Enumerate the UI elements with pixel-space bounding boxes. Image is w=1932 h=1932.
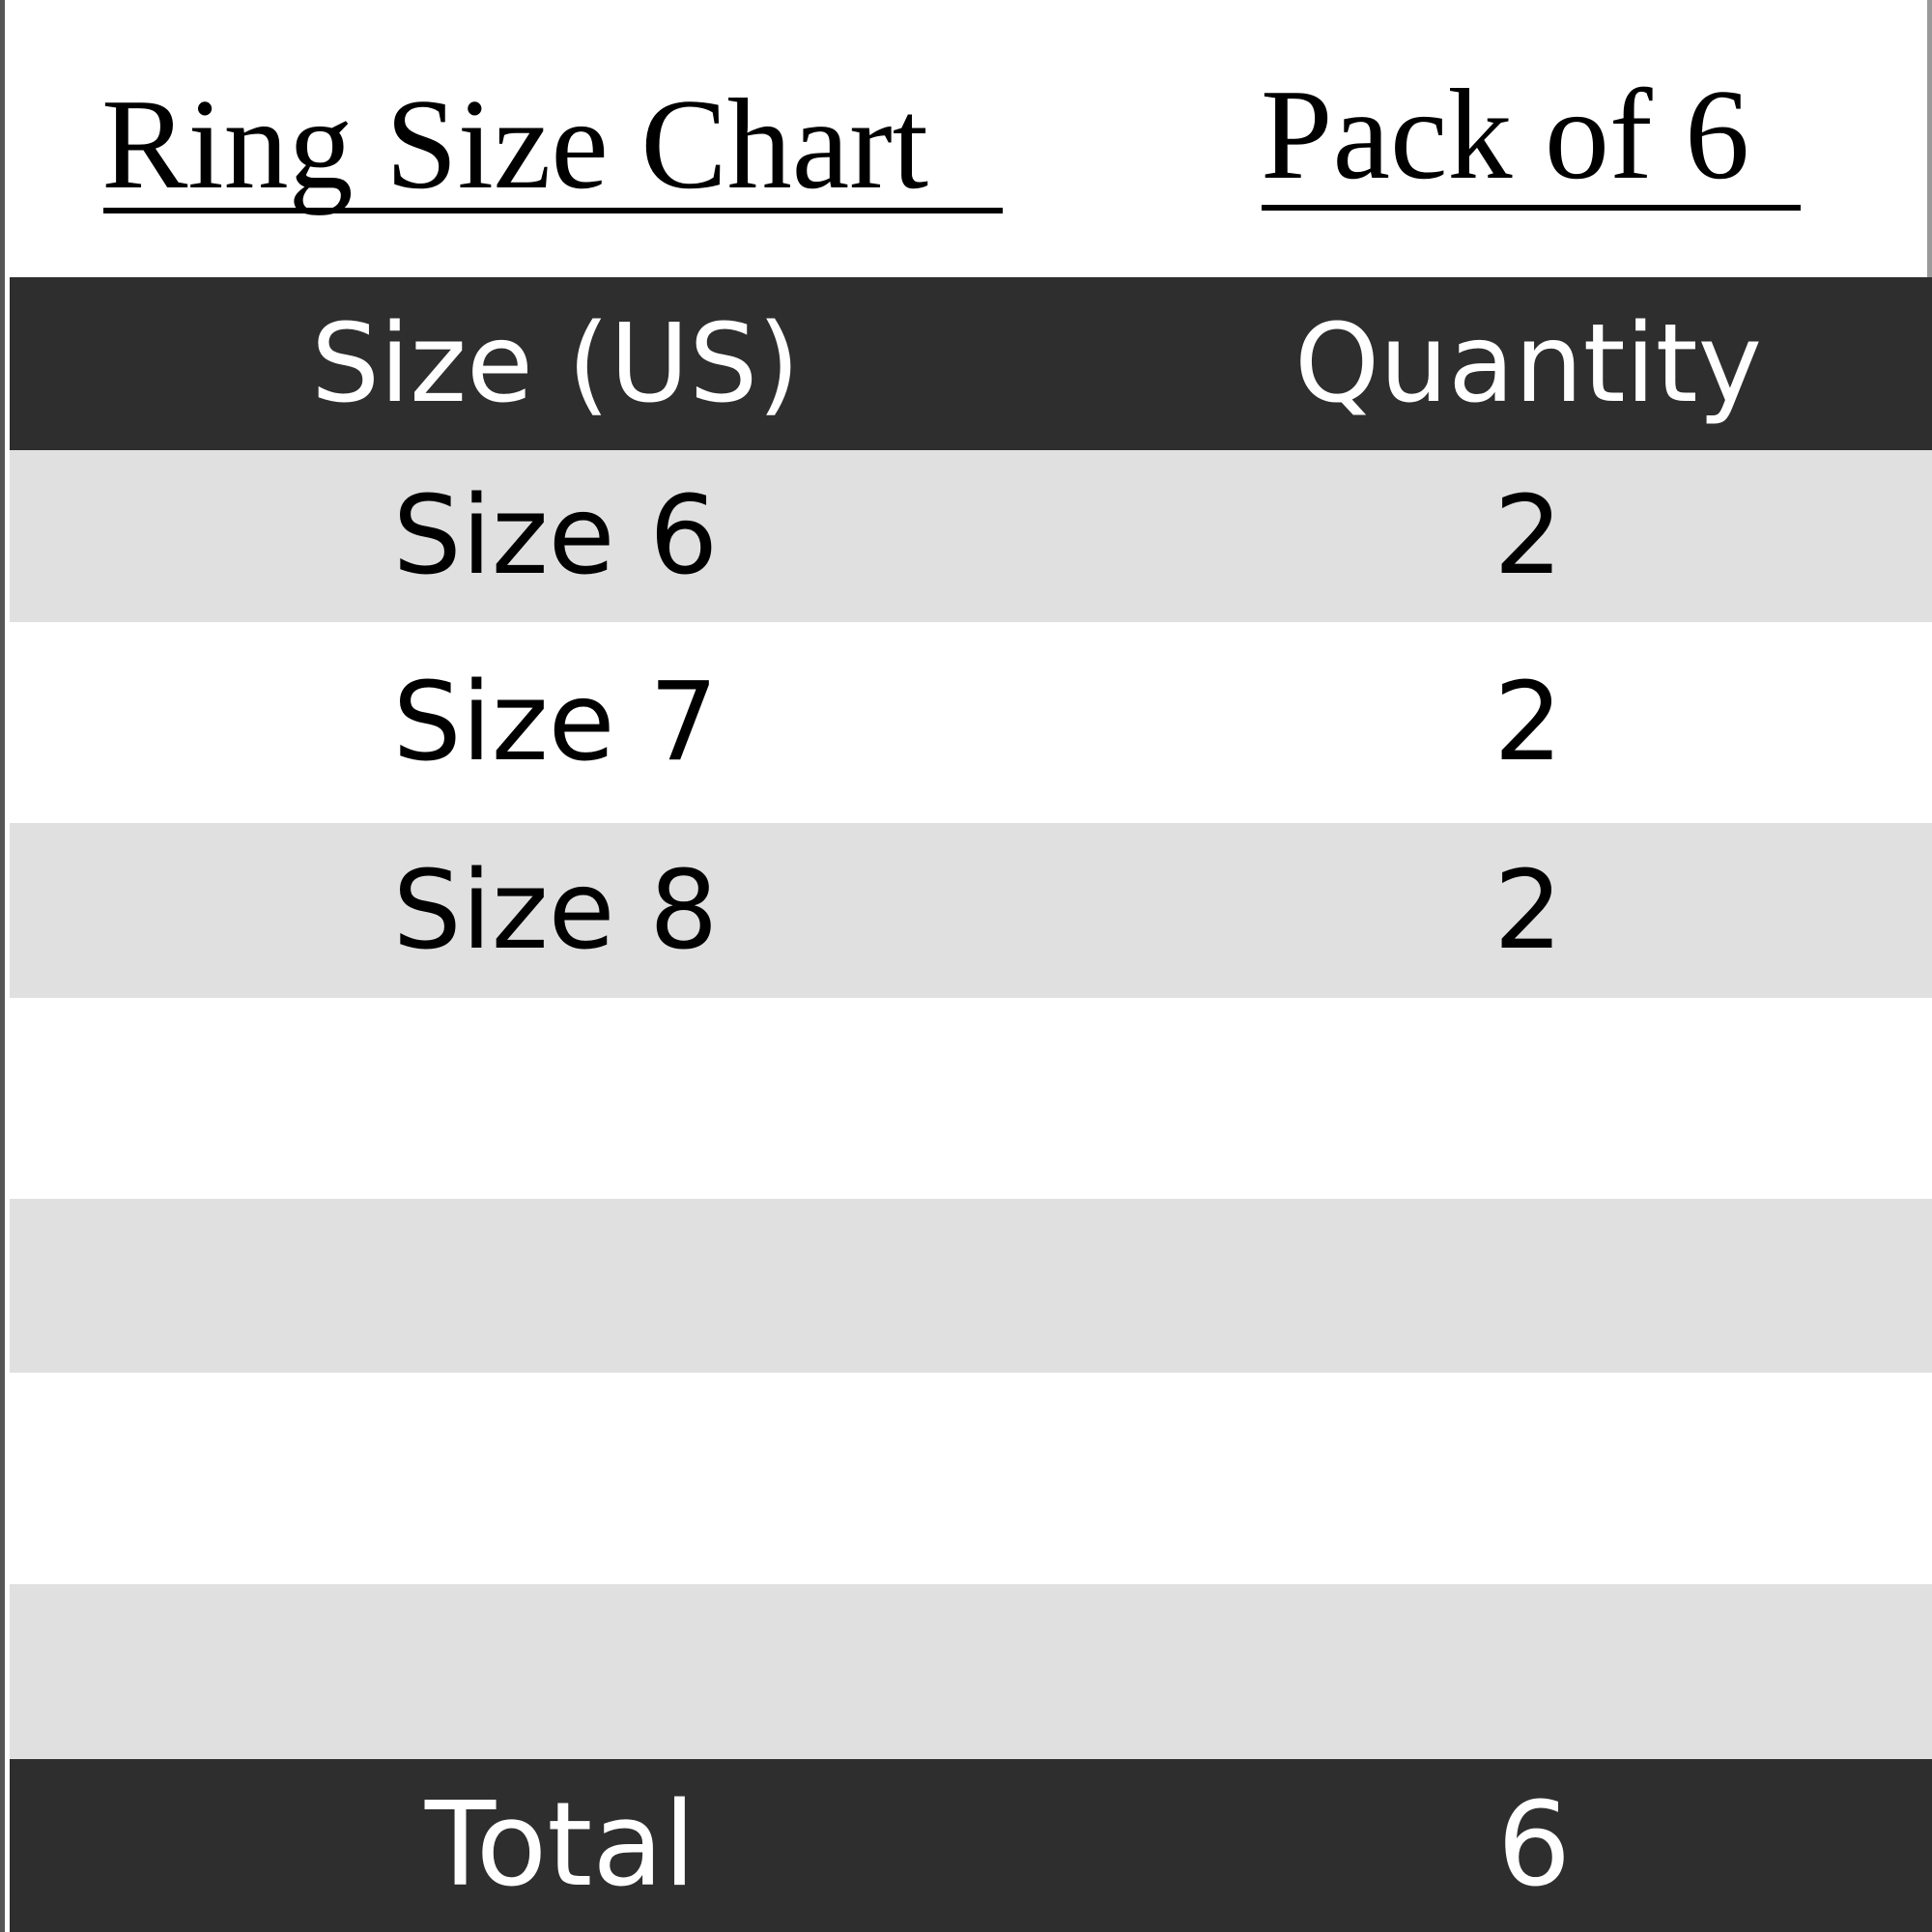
table-row: Size 7 2	[10, 622, 1932, 823]
pack-label: Pack of 6	[1261, 63, 1750, 206]
table-row: Size 8 2	[10, 823, 1932, 998]
page-title: Ring Size Chart	[101, 72, 929, 215]
table-row-empty	[10, 998, 1932, 1199]
quantity-cell: 2	[1493, 660, 1563, 785]
size-cell: Size 8	[392, 847, 719, 974]
size-cell: Size 6	[392, 473, 719, 599]
table-row-empty	[10, 1373, 1932, 1584]
table-row-empty	[10, 1199, 1932, 1373]
quantity-cell: 2	[1493, 847, 1563, 974]
table-row-empty	[10, 1584, 1932, 1759]
total-label: Total	[424, 1778, 696, 1913]
pack-underline	[1262, 205, 1801, 211]
size-cell: Size 7	[392, 660, 719, 785]
total-row: Total 6	[10, 1759, 1932, 1932]
title-underline	[103, 208, 1003, 213]
quantity-cell: 2	[1493, 473, 1563, 599]
column-header-quantity: Quantity	[1294, 300, 1762, 427]
table-row: Size 6 2	[10, 450, 1932, 622]
column-header-size: Size (US)	[311, 300, 800, 427]
table-header: Size (US) Quantity	[10, 277, 1932, 450]
total-value: 6	[1496, 1778, 1572, 1913]
